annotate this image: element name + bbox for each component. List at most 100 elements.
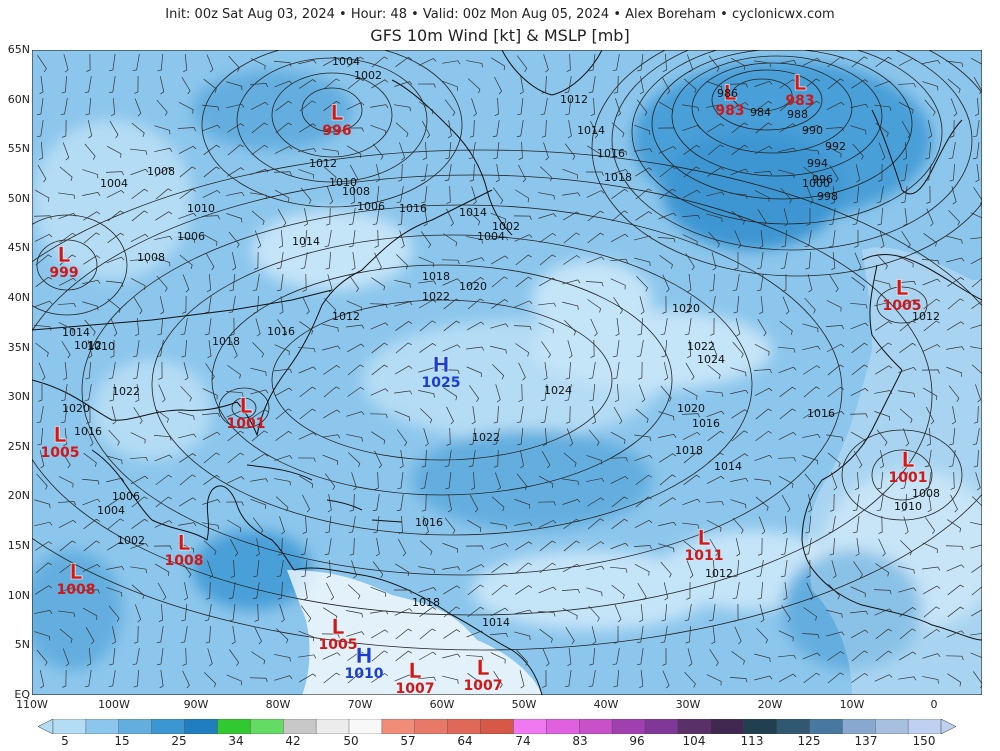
wind-barb [588,605,600,622]
wind-barb [85,98,92,116]
wind-barb [922,81,939,91]
wind-barb [254,603,259,622]
wind-barb [758,516,766,535]
wind-barb [467,673,481,687]
isobar-label: 1018 [422,270,450,283]
wind-barb [899,607,917,617]
wind-barb [83,255,101,265]
wind-barb [756,560,764,578]
wind-barb [610,476,629,484]
wind-barb [202,499,221,505]
wind-barb [250,478,269,483]
wind-barb [418,651,437,661]
wind-barb [38,141,44,161]
wind-barb [874,279,891,289]
wind-barb [636,626,644,644]
wind-barb [442,566,461,571]
wind-barb [591,626,597,645]
wind-barb [492,120,500,138]
wind-barb [493,142,500,160]
wind-barb [154,257,171,267]
wind-barb [780,187,792,204]
wind-barb [467,606,484,618]
wind-barb [878,538,886,557]
wind-barb [970,257,982,265]
center-letter: H [355,644,373,668]
wind-barb [277,208,287,227]
colorbar-min-arrow [38,719,54,734]
isobar-label: 1012 [332,310,360,323]
wind-barb [299,123,317,133]
wind-barb [131,496,148,508]
wind-barb [394,279,411,288]
wind-barb [610,431,626,444]
wind-barb [326,559,331,578]
wind-barb [898,101,914,114]
wind-barb [922,566,941,571]
wind-barb [638,384,646,403]
wind-barb [180,626,188,644]
wind-barb [299,475,314,489]
wind-barb [516,473,528,490]
wind-barb [538,586,557,594]
colorbar-label: 15 [114,734,130,748]
lon-label: 30W [675,698,701,711]
wind-barb [84,143,96,160]
wind-barb [154,563,170,577]
wind-barb [374,450,382,469]
wind-barb [326,186,334,205]
wind-barb [154,125,171,135]
wind-barb [298,673,317,683]
wind-barb [876,494,884,512]
wind-barb [155,496,172,508]
wind-barb [614,383,620,403]
wind-barb [634,454,653,462]
wind-barb [826,300,842,312]
colorbar-swatch [381,719,416,734]
wind-barb [465,545,484,550]
wind-barb [780,252,788,270]
wind-barb [732,274,740,292]
wind-barb [587,232,604,244]
wind-barb [921,369,940,374]
wind-barb [108,54,116,72]
wind-barb [538,277,557,287]
wind-barb [830,472,838,491]
wind-barb [111,406,117,425]
wind-barb [275,100,292,112]
wind-barb [614,604,622,623]
wind-barb [443,233,458,247]
wind-barb [421,493,427,512]
wind-barb [903,208,908,227]
wind-barb [346,631,365,637]
wind-barb [298,169,315,179]
wind-barb [442,542,458,553]
wind-barb [563,232,580,244]
wind-barb [518,164,527,183]
wind-barb [948,450,956,468]
wind-barb [491,299,509,309]
wind-barb [201,215,220,220]
wind-barb [469,494,479,513]
wind-barb [634,519,653,529]
wind-barb [131,584,145,600]
wind-barb [610,148,628,156]
wind-barb [275,122,292,134]
wind-barb [36,406,44,424]
wind-barb [635,408,649,423]
wind-barb [323,386,340,398]
wind-barb [782,296,790,315]
wind-barb [778,169,795,179]
wind-barb [586,478,605,483]
wind-barb [274,387,293,397]
wind-barb [730,389,749,395]
wind-barb [180,318,188,336]
wind-barb [323,672,340,684]
wind-barb [35,254,52,266]
center-letter: L [177,531,190,555]
wind-barb [62,648,70,667]
wind-barb [947,673,962,687]
wind-barb [493,405,499,424]
